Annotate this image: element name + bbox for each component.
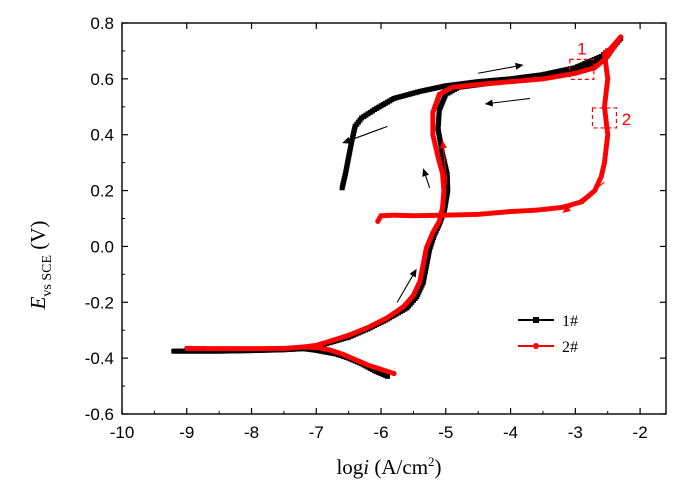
direction-arrow-shaft [396, 275, 414, 303]
direction-arrow [484, 97, 531, 107]
data-point [436, 131, 442, 137]
x-tick-label: -2 [633, 423, 648, 442]
data-point [437, 139, 443, 145]
y-tick-label: -0.6 [85, 405, 114, 424]
y-tick-label: 0.4 [90, 126, 114, 145]
y-tick-label: 0.6 [90, 70, 114, 89]
data-point [436, 134, 442, 140]
direction-arrow [396, 268, 417, 303]
annotation-label-1: 1 [577, 39, 586, 58]
data-point [206, 348, 212, 354]
direction-arrow-shaft [442, 148, 448, 186]
data-point [186, 348, 192, 354]
annotations: 12 [342, 39, 631, 303]
direction-arrow [422, 168, 431, 188]
axes: -10 -9 -8 -7 -6 -5 -4 -3 -2 -0.6 -0.4 -0.2 0.0 0.2 0.4… [85, 14, 667, 442]
x-axis-title-unit: (A/cm [369, 455, 428, 479]
data-point [385, 373, 391, 379]
data-point [188, 348, 194, 354]
direction-arrow-head [515, 62, 524, 70]
legend: 1# 2# [518, 313, 578, 356]
legend-marker-2 [533, 343, 539, 349]
y-axis-title-italic: E [26, 296, 50, 310]
annotation-box-2 [591, 107, 618, 129]
direction-arrow-shaft [478, 65, 516, 74]
data-point [204, 348, 210, 354]
data-point [178, 348, 184, 354]
y-axis-title-unit: (V) [26, 221, 50, 255]
direction-arrow [478, 62, 524, 74]
direction-arrow [562, 181, 605, 213]
direction-arrow [439, 140, 448, 186]
y-axis-title-sub: vs SCE [40, 255, 55, 297]
direction-arrow-shaft [492, 97, 531, 104]
x-tick-label: -4 [503, 423, 518, 442]
direction-arrow-shaft [425, 175, 431, 188]
direction-arrow [342, 125, 388, 144]
data-point [339, 185, 345, 191]
data-point [391, 370, 397, 377]
x-tick-label: -6 [373, 423, 388, 442]
legend-marker-1 [533, 317, 539, 323]
data-point [171, 348, 177, 354]
data-point [438, 141, 444, 147]
x-axis-title-sup: 2 [428, 454, 435, 469]
x-tick-label: -10 [110, 423, 135, 442]
data-point [191, 348, 197, 354]
data-point [437, 136, 443, 142]
y-tick-label: 0.0 [90, 237, 114, 256]
data-point [375, 218, 381, 224]
x-tick-label: -9 [179, 423, 194, 442]
x-axis-title-main: log [336, 455, 363, 479]
data-point [196, 348, 202, 354]
direction-arrow-head [484, 99, 494, 107]
y-axis-title: Evs SCE (V) [26, 221, 55, 311]
x-tick-label: -5 [438, 423, 453, 442]
data-point [193, 348, 199, 354]
direction-arrow-head [342, 137, 351, 144]
series-2-forward-line [186, 36, 622, 350]
x-tick-label: -3 [568, 423, 583, 442]
y-tick-label: 0.8 [90, 14, 114, 33]
x-axis-title-italic: i [363, 455, 369, 479]
x-axis-title-close: ) [435, 455, 442, 479]
direction-arrow-head [562, 205, 571, 213]
data-point [440, 151, 446, 157]
data-point [201, 348, 207, 354]
direction-arrow-head [422, 168, 429, 177]
annotation-label-2: 2 [622, 110, 631, 129]
x-tick-label: -7 [309, 423, 324, 442]
direction-arrow-shaft [568, 181, 605, 209]
plot-frame [121, 22, 667, 415]
x-axis-title: logi (A/cm2) [336, 454, 441, 479]
y-tick-label: 0.2 [90, 182, 114, 201]
direction-arrow-shaft [349, 125, 388, 141]
x-tick-label: -8 [244, 423, 259, 442]
plot-area [171, 34, 624, 379]
annotation-box-1 [569, 58, 595, 80]
y-tick-label: -0.2 [85, 293, 114, 312]
data-point [176, 348, 182, 354]
legend-label-2: 2# [562, 339, 578, 356]
data-point [173, 348, 179, 354]
series-1-forward-line [173, 37, 622, 353]
data-point [199, 348, 205, 354]
y-tick-label: -0.4 [85, 349, 114, 368]
data-point [181, 348, 187, 354]
data-point [439, 146, 445, 152]
data-point [439, 149, 445, 155]
legend-label-1: 1# [562, 313, 578, 330]
direction-arrow-head [439, 140, 447, 149]
data-point [435, 129, 441, 135]
data-point [183, 348, 189, 354]
direction-arrow-head [409, 268, 417, 278]
series-2 [184, 34, 624, 377]
